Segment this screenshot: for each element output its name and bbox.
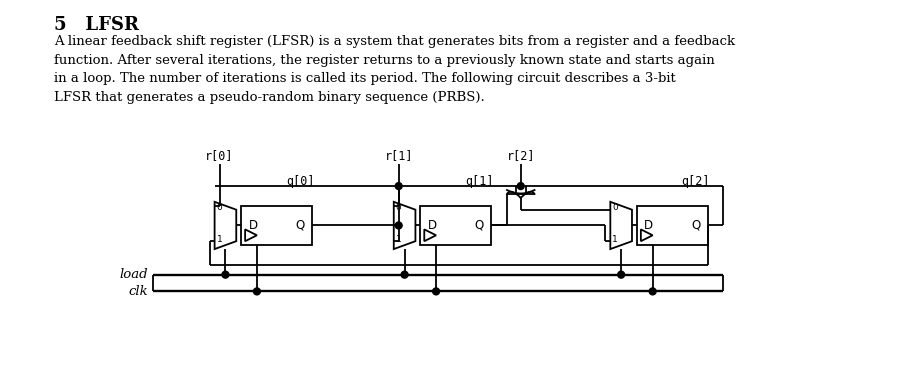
Text: D: D bbox=[644, 219, 654, 232]
Circle shape bbox=[222, 271, 229, 278]
Text: r[1]: r[1] bbox=[385, 149, 413, 162]
Text: Q: Q bbox=[475, 219, 484, 232]
Polygon shape bbox=[215, 202, 236, 249]
Text: q[2]: q[2] bbox=[682, 175, 711, 188]
Circle shape bbox=[253, 288, 261, 295]
Circle shape bbox=[396, 222, 402, 229]
Text: 1: 1 bbox=[217, 235, 222, 244]
Circle shape bbox=[649, 288, 656, 295]
Circle shape bbox=[401, 271, 408, 278]
Text: Q: Q bbox=[296, 219, 305, 232]
Circle shape bbox=[396, 182, 402, 189]
Circle shape bbox=[618, 271, 624, 278]
Text: 1: 1 bbox=[396, 235, 401, 244]
Bar bbox=[420, 206, 491, 245]
Bar bbox=[241, 206, 312, 245]
Text: load: load bbox=[119, 268, 148, 281]
Text: q[1]: q[1] bbox=[465, 175, 494, 188]
Text: D: D bbox=[249, 219, 258, 232]
Text: D: D bbox=[428, 219, 437, 232]
Text: A linear feedback shift register (LFSR) is a system that generates bits from a r: A linear feedback shift register (LFSR) … bbox=[54, 35, 735, 104]
Circle shape bbox=[518, 182, 524, 189]
Text: 1: 1 bbox=[612, 235, 618, 244]
Polygon shape bbox=[394, 202, 416, 249]
Text: 0: 0 bbox=[217, 203, 222, 212]
Text: 0: 0 bbox=[612, 203, 618, 212]
Text: 0: 0 bbox=[396, 203, 401, 212]
Bar bbox=[637, 206, 708, 245]
Text: Q: Q bbox=[691, 219, 700, 232]
Circle shape bbox=[432, 288, 440, 295]
Text: clk: clk bbox=[128, 285, 148, 298]
Text: r[0]: r[0] bbox=[206, 149, 234, 162]
Text: 5   LFSR: 5 LFSR bbox=[54, 16, 140, 34]
Text: r[2]: r[2] bbox=[507, 149, 535, 162]
Text: q[0]: q[0] bbox=[286, 175, 315, 188]
Polygon shape bbox=[610, 202, 632, 249]
